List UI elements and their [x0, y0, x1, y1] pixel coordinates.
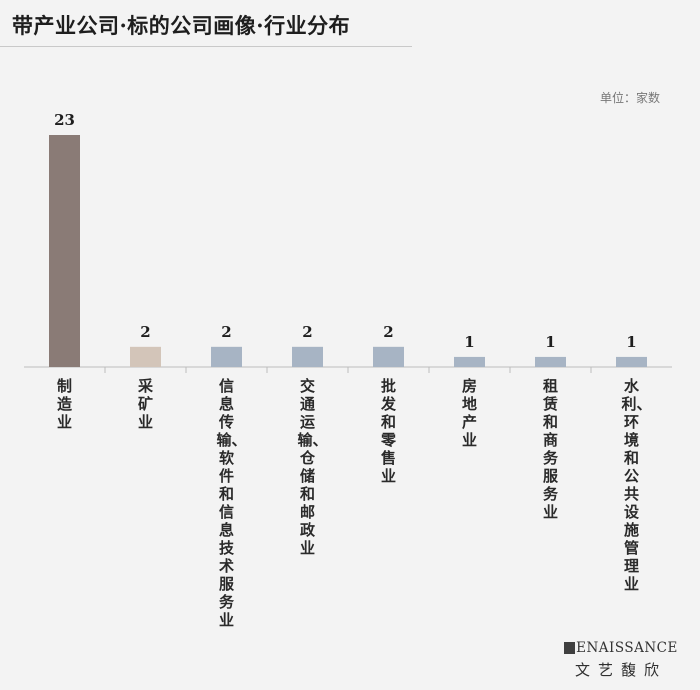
chart-title: 带产业公司·标的公司画像·行业分布	[12, 13, 351, 38]
brand-chinese: 文艺馥欣	[574, 661, 667, 679]
bar-value-label: 2	[221, 323, 231, 341]
brand-mark-icon	[564, 642, 576, 654]
category-label: 交通运输、仓储和邮政业	[297, 377, 328, 557]
category-label: 批发和零售业	[380, 377, 396, 485]
category-label: 租赁和商务服务业	[542, 377, 558, 521]
bar-value-label: 1	[464, 333, 474, 351]
bar-value-label: 1	[545, 333, 555, 351]
bar-value-label: 23	[54, 111, 75, 129]
category-label: 制造业	[56, 377, 72, 431]
bar	[130, 346, 161, 367]
bar	[616, 356, 647, 367]
title-bar: 带产业公司·标的公司画像·行业分布	[0, 0, 412, 47]
bar-value-label: 2	[140, 323, 150, 341]
unit-label: 单位：家数	[599, 91, 660, 105]
brand-logo: ENAISSANCE 文艺馥欣	[560, 640, 682, 680]
bar-value-label: 1	[626, 333, 636, 351]
bar	[292, 346, 323, 367]
brand-english: ENAISSANCE	[576, 640, 678, 656]
bar	[373, 346, 404, 367]
bar	[211, 346, 242, 367]
category-label: 采矿业	[137, 377, 153, 431]
bar	[535, 356, 566, 367]
category-label: 信息传输、软件和信息技术服务业	[216, 377, 247, 629]
bar	[454, 356, 485, 367]
category-label: 房地产业	[461, 377, 477, 449]
category-label: 水利、环境和公共设施管理业	[621, 377, 652, 593]
bar	[49, 135, 80, 367]
bar-value-label: 2	[302, 323, 312, 341]
bar-value-label: 2	[383, 323, 393, 341]
